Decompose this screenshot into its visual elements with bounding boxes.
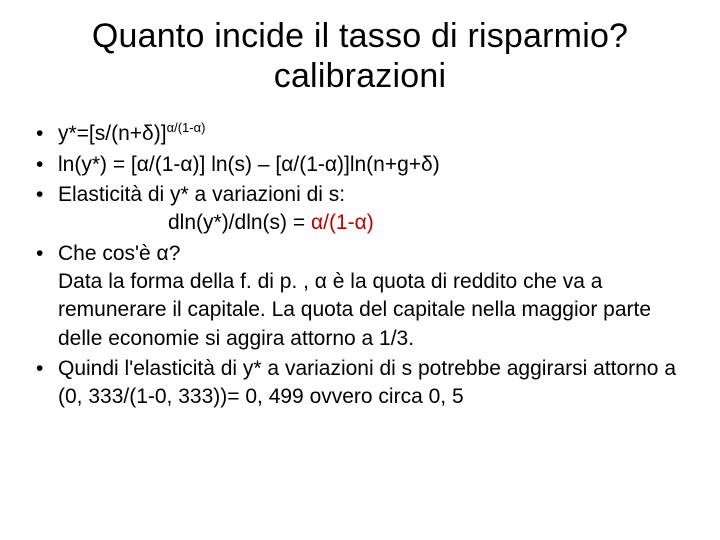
conclusion-text: Quindi l'elasticità di y* a variazioni d… xyxy=(58,357,676,408)
bullet-item-1: y*=[s/(n+δ)]α/(1-α) xyxy=(58,120,690,148)
eq2-text: ln(y*) = [α/(1-α)] ln(s) – [α/(1-α)]ln(n… xyxy=(58,153,440,176)
alpha-explanation: Data la forma della f. di p. , α è la qu… xyxy=(58,270,651,350)
bullet-item-5: Quindi l'elasticità di y* a variazioni d… xyxy=(58,355,690,412)
slide-container: Quanto incide il tasso di risparmio? cal… xyxy=(0,0,720,540)
elasticity-lhs: dln(y*)/dln(s) = xyxy=(168,211,311,234)
bullet-list: y*=[s/(n+δ)]α/(1-α) ln(y*) = [α/(1-α)] l… xyxy=(30,120,690,411)
eq1-base: y*=[s/(n+δ)] xyxy=(58,122,167,145)
slide-title: Quanto incide il tasso di risparmio? cal… xyxy=(30,16,690,96)
elasticity-equation: dln(y*)/dln(s) = α/(1-α) xyxy=(58,209,690,237)
eq1-exponent: α/(1-α) xyxy=(167,120,206,135)
elasticity-rhs: α/(1-α) xyxy=(311,211,374,234)
title-line-1: Quanto incide il tasso di risparmio? xyxy=(92,17,628,55)
title-line-2: calibrazioni xyxy=(274,57,446,95)
elasticity-lead: Elasticità di y* a variazioni di s: xyxy=(58,183,345,206)
bullet-item-3: Elasticità di y* a variazioni di s: dln(… xyxy=(58,181,690,238)
bullet-item-2: ln(y*) = [α/(1-α)] ln(s) – [α/(1-α)]ln(n… xyxy=(58,151,690,179)
alpha-question: Che cos'è α? xyxy=(58,242,180,265)
bullet-item-4: Che cos'è α? Data la forma della f. di p… xyxy=(58,240,690,353)
